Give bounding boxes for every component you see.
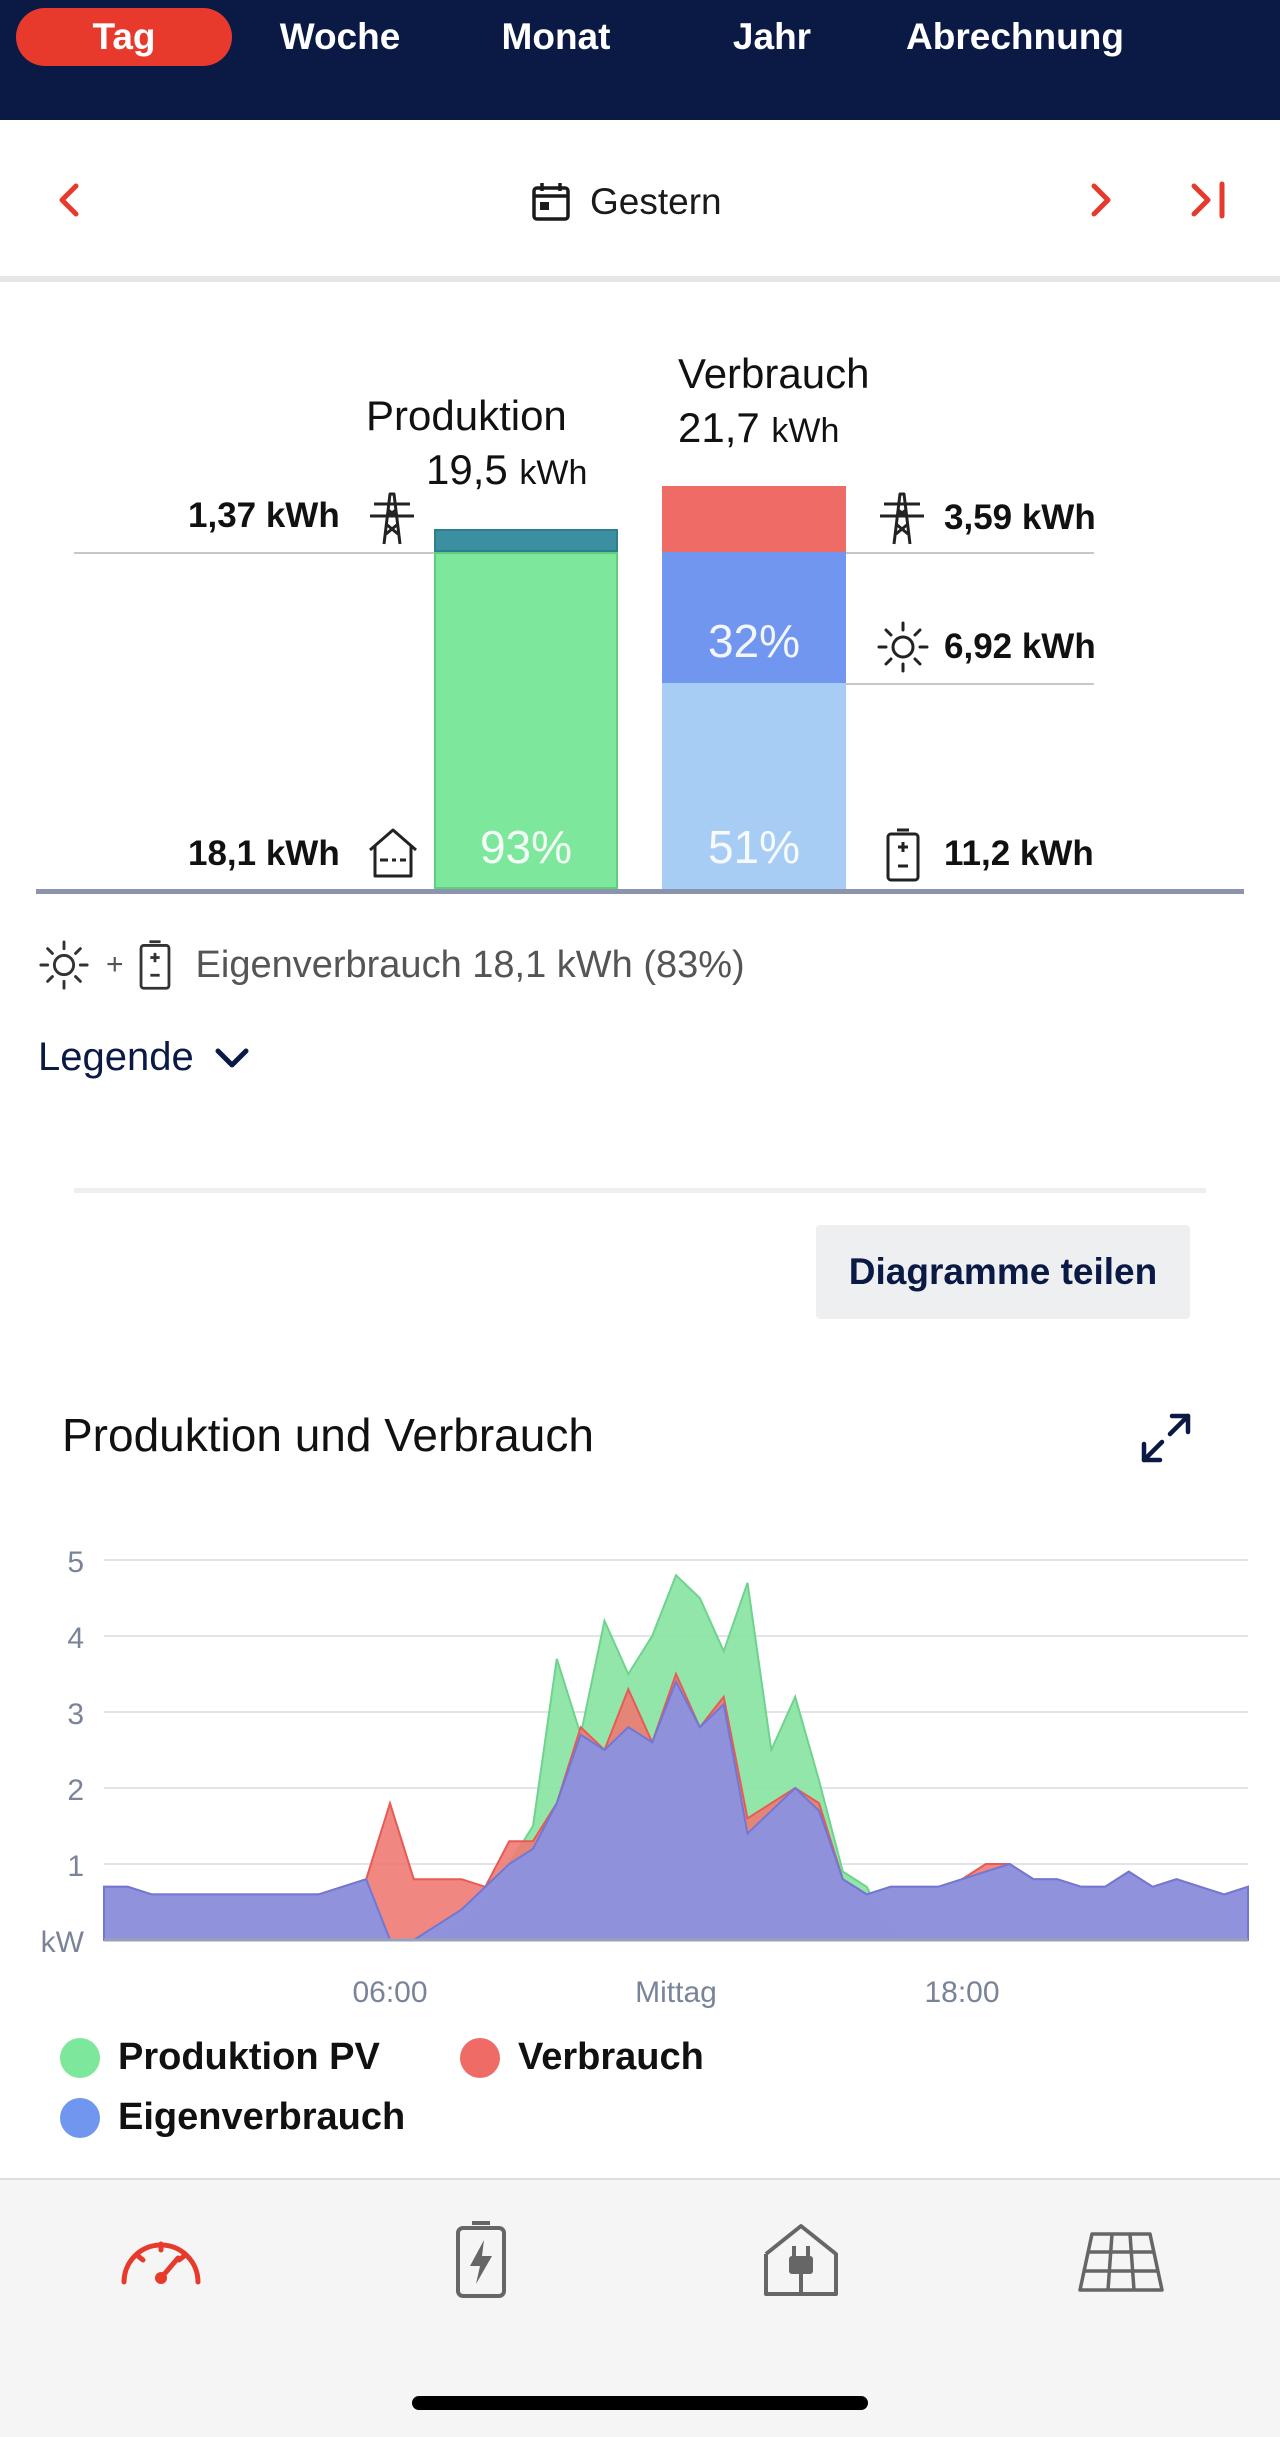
date-navigation	[0, 120, 1280, 280]
chevron-left-icon[interactable]	[40, 170, 100, 230]
consumption-battery-value: 11,2 kWh	[944, 834, 1094, 873]
y-tick-label: 2	[67, 1774, 84, 1807]
consumption-grid-segment	[662, 486, 846, 552]
speedometer-icon[interactable]	[116, 2220, 206, 2300]
x-tick-label: Mittag	[635, 1976, 717, 2009]
consumption-battery-segment	[662, 683, 846, 889]
legend-toggle[interactable]: Legende	[38, 1035, 252, 1080]
y-axis-unit: kW	[41, 1926, 85, 1959]
production-self-percent: 93%	[479, 821, 573, 873]
power-pylon-icon	[880, 492, 924, 545]
legend-label: Eigenverbrauch	[118, 2096, 406, 2138]
legend-dot	[460, 2037, 500, 2078]
divider	[0, 276, 1280, 282]
x-tick-label: 06:00	[352, 1976, 427, 2009]
consumption-title: Verbrauch	[678, 350, 870, 397]
bottom-navigation	[0, 2178, 1280, 2437]
production-grid-segment	[434, 529, 618, 552]
date-selector[interactable]: Gestern	[530, 174, 722, 230]
house-plug-icon[interactable]	[756, 2220, 846, 2300]
tab-monat[interactable]: Monat	[501, 16, 611, 57]
sun-icon	[39, 940, 89, 990]
consumption-pv-value: 6,92 kWh	[944, 627, 1096, 666]
production-consumption-chart[interactable]: 1 2 3 4 5 kW 06:00 Mittag 18:00	[0, 1520, 1280, 2010]
legend-toggle-label: Legende	[38, 1035, 194, 1079]
self-consumption-text: Eigenverbrauch 18,1 kWh (83%)	[195, 943, 745, 986]
y-tick-label: 5	[67, 1546, 84, 1579]
chevron-right-icon[interactable]	[1070, 170, 1130, 230]
share-charts-button[interactable]: Diagramme teilen	[816, 1225, 1190, 1319]
legend-item-production-pv[interactable]: Produktion PV	[60, 2036, 380, 2079]
calendar-icon	[532, 183, 570, 221]
home-indicator	[412, 2396, 868, 2410]
divider	[846, 683, 1094, 685]
power-pylon-icon	[370, 492, 414, 545]
consumption-total: 21,7 kWh	[678, 404, 840, 451]
legend-label: Verbrauch	[518, 2036, 704, 2078]
production-title: Produktion	[366, 392, 567, 439]
sun-icon	[877, 621, 929, 673]
self-consumption-summary: + Eigenverbrauch 18,1 kWh (83%)	[38, 935, 745, 995]
chevron-down-icon	[215, 1048, 249, 1067]
house-icon	[369, 828, 417, 878]
skip-to-last-icon[interactable]	[1180, 170, 1240, 230]
legend-label: Produktion PV	[118, 2036, 380, 2078]
tab-abrechnung[interactable]: Abrechnung	[906, 16, 1124, 57]
consumption-battery-percent: 51%	[707, 821, 801, 873]
legend-dot	[60, 2097, 100, 2138]
legend-item-verbrauch[interactable]: Verbrauch	[460, 2036, 704, 2079]
y-tick-label: 4	[67, 1622, 84, 1655]
y-tick-label: 3	[67, 1698, 84, 1731]
solar-panel-icon[interactable]	[1076, 2220, 1166, 2300]
plus-sign: +	[106, 948, 124, 981]
tab-woche[interactable]: Woche	[279, 16, 401, 57]
x-tick-label: 18:00	[924, 1976, 999, 2009]
production-self-segment	[434, 552, 618, 889]
consumption-grid-value: 3,59 kWh	[944, 498, 1096, 537]
legend-dot	[60, 2037, 100, 2078]
divider	[74, 1188, 1206, 1193]
consumption-pv-segment	[662, 552, 846, 683]
tab-tag[interactable]: Tag	[16, 8, 232, 66]
chart-title: Produktion und Verbrauch	[62, 1409, 594, 1461]
divider	[846, 552, 1094, 554]
period-tab-bar: Tag Woche Monat Jahr Abrechnung	[0, 0, 1280, 120]
bar-baseline	[36, 889, 1244, 894]
production-total: 19,5 kWh	[426, 446, 588, 493]
expand-icon[interactable]	[1138, 1410, 1194, 1466]
date-label: Gestern	[590, 181, 722, 222]
y-tick-label: 1	[67, 1850, 84, 1883]
battery-icon	[886, 828, 920, 882]
legend-item-eigenverbrauch[interactable]: Eigenverbrauch	[60, 2096, 405, 2139]
tab-jahr[interactable]: Jahr	[732, 16, 812, 57]
series-area-eigenverbrauch	[103, 1679, 1249, 1941]
consumption-pv-percent: 32%	[707, 615, 801, 667]
production-grid-value: 1,37 kWh	[188, 496, 340, 535]
battery-icon	[139, 940, 170, 990]
battery-charging-icon[interactable]	[436, 2220, 526, 2300]
divider	[74, 552, 434, 554]
production-self-value: 18,1 kWh	[188, 834, 340, 873]
